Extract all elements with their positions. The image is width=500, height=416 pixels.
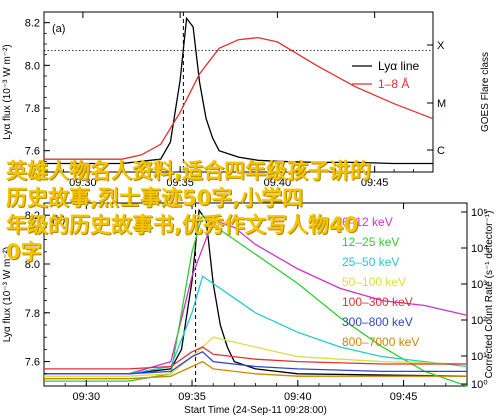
series-line-2 (44, 219, 468, 375)
right-tick-label: X (437, 40, 445, 52)
panel-a: 09:30 09:35 09:40 09:45 7.6 7.8 8.0 8.2 X M C (a) Ly… (2, 11, 491, 189)
legend-entry-3: 25–50 keV (342, 255, 399, 269)
x-tick-label: 09:45 (390, 391, 418, 403)
y-tick-label: 8.0 (25, 259, 40, 271)
legend-entry-4: 50–100 keV (342, 275, 406, 289)
x-tick-label: 09:45 (361, 177, 389, 189)
y-tick-label: 8.2 (25, 210, 40, 222)
overlay-text-line-4: 0字 (6, 240, 42, 264)
y-tick-label: 8.2 (25, 18, 40, 30)
right-tick-label: 10³ (471, 279, 487, 291)
overlay-text-line-2: 历史故事,烈士事迹50字,小学四 (6, 186, 304, 210)
y-tick-label: 7.6 (25, 357, 40, 369)
legend-entry-1: 6–12 keV (342, 215, 393, 229)
x-tick-label: 09:35 (178, 391, 206, 403)
legend-entry-6: 300–800 keV (342, 315, 413, 329)
right-tick-label: M (437, 98, 446, 110)
legend-entry-2: 12–25 keV (342, 235, 399, 249)
x-tick-label: 09:35 (166, 177, 194, 189)
y-tick-label: 7.6 (25, 146, 40, 158)
right-axis-label: GOES Flare class (480, 52, 491, 132)
x-tick-label: 09:40 (264, 177, 292, 189)
series-line-6 (44, 346, 467, 370)
legend-entry-5: 100–300 keV (342, 295, 413, 309)
right-tick-label: C (437, 145, 445, 157)
legend-entry-1: Lyα line (378, 59, 420, 73)
x-axis-label: Start Time (24-Sep-11 09:28:00) (184, 405, 327, 416)
legend-entry-2: 1–8 Å (378, 76, 409, 91)
overlay-text-line-3: 年级的历史故事书,优秀作文写人物40 (6, 213, 359, 237)
y-axis-label: Lyα flux (10⁻³ W m⁻²) (2, 247, 13, 342)
series-line-8 (44, 360, 467, 380)
panel-label: (a) (52, 23, 65, 35)
right-tick-label: 10⁰ (471, 379, 488, 391)
right-tick-label: 10¹ (471, 351, 487, 363)
right-tick-label: 10² (471, 315, 487, 327)
panel-b: 09:30 09:35 09:40 09:45 7.6 7.8 8.0 8.2 10⁵ 10⁴ 10… (2, 202, 495, 416)
legend-entry-7: 800–7000 keV (342, 335, 419, 349)
plot-frame (43, 11, 434, 173)
right-tick-label: 10⁵ (471, 207, 488, 219)
series-line-5 (44, 336, 468, 377)
y-axis-label: Lyα flux (10⁻³ W m⁻²) (2, 44, 13, 139)
x-tick-label: 09:30 (69, 177, 97, 189)
x-tick-label: 09:30 (73, 391, 101, 403)
right-axis-label: Corrected Count Rate (s⁻¹ detector⁻¹) (484, 211, 495, 379)
series-line-1 (44, 16, 433, 165)
panel-label: (b) (52, 214, 65, 226)
series-line-7 (44, 351, 467, 375)
overlay-text-line-1: 英雄人物名人资料,适合四年级孩子讲的 (6, 159, 371, 183)
y-tick-label: 8.0 (25, 60, 40, 72)
x-tick-label: 09:40 (284, 391, 312, 403)
y-tick-label: 7.8 (25, 308, 40, 320)
series-line-2 (44, 36, 434, 160)
y-tick-label: 7.8 (25, 103, 40, 115)
right-tick-label: 10⁴ (471, 243, 488, 255)
